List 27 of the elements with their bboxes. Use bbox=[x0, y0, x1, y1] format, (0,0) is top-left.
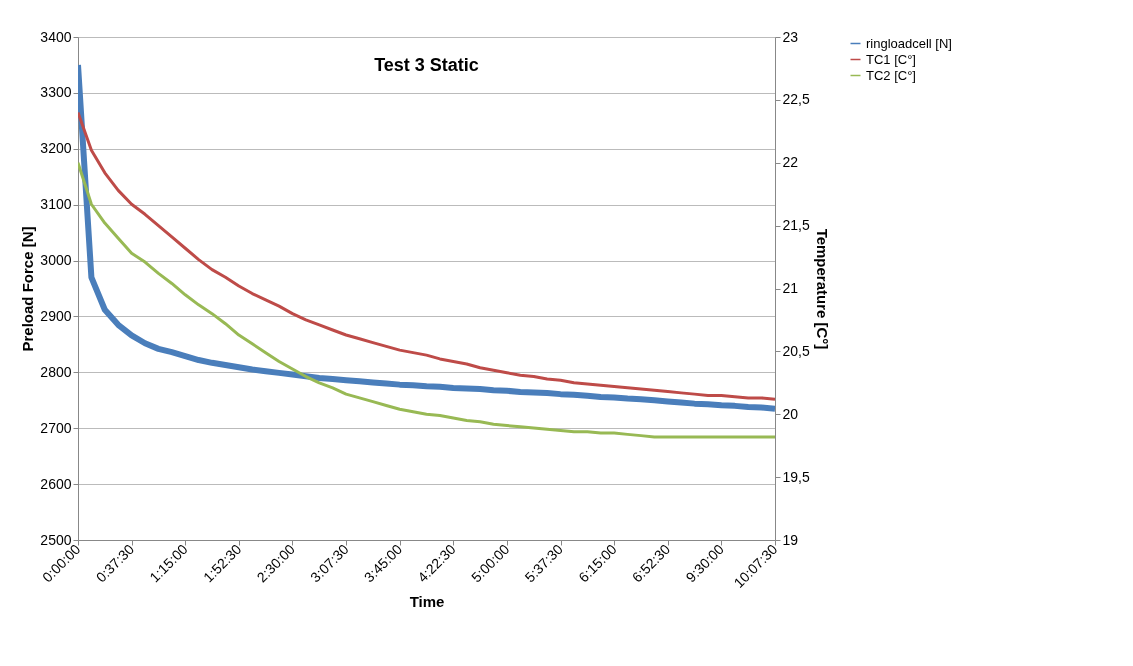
y-tick-label: 2800 bbox=[40, 363, 72, 380]
y-tick-label: 3300 bbox=[40, 84, 72, 101]
line-series bbox=[78, 161, 775, 439]
y-tick-label: 2700 bbox=[40, 419, 72, 436]
y-tick-label: 3100 bbox=[40, 196, 72, 213]
y2-tick-label: 20,5 bbox=[782, 342, 810, 359]
y-tick-label: 3200 bbox=[40, 140, 72, 157]
y2-tick-label: 21,5 bbox=[782, 217, 810, 234]
legend-label: ringloadcell [N] bbox=[866, 35, 952, 51]
text: Test 3 Static bbox=[374, 55, 479, 75]
y2-tick-label: 19 bbox=[782, 531, 799, 548]
y2-tick-label: 19,5 bbox=[782, 468, 810, 485]
y2-axis-title: Temperature [C°] bbox=[813, 228, 831, 350]
legend-label: TC2 [C°] bbox=[866, 67, 916, 83]
y2-tick-label: 21 bbox=[782, 280, 799, 296]
y2-tick-label: 23 bbox=[782, 28, 799, 45]
y2-tick-label: 20 bbox=[782, 405, 799, 422]
y-tick-label: 3400 bbox=[40, 28, 72, 45]
y-tick-label: 2900 bbox=[40, 307, 72, 324]
y-tick-label: 2600 bbox=[40, 475, 72, 492]
y2-tick-label: 22,5 bbox=[782, 91, 810, 108]
line-series bbox=[78, 110, 775, 401]
legend-label: TC1 [C°] bbox=[866, 51, 916, 67]
x-axis-title: Time bbox=[409, 592, 445, 610]
y2-tick-label: 22 bbox=[782, 154, 799, 171]
y-axis-title: Preload Force [N] bbox=[19, 226, 37, 352]
y-tick-label: 3000 bbox=[40, 252, 72, 269]
